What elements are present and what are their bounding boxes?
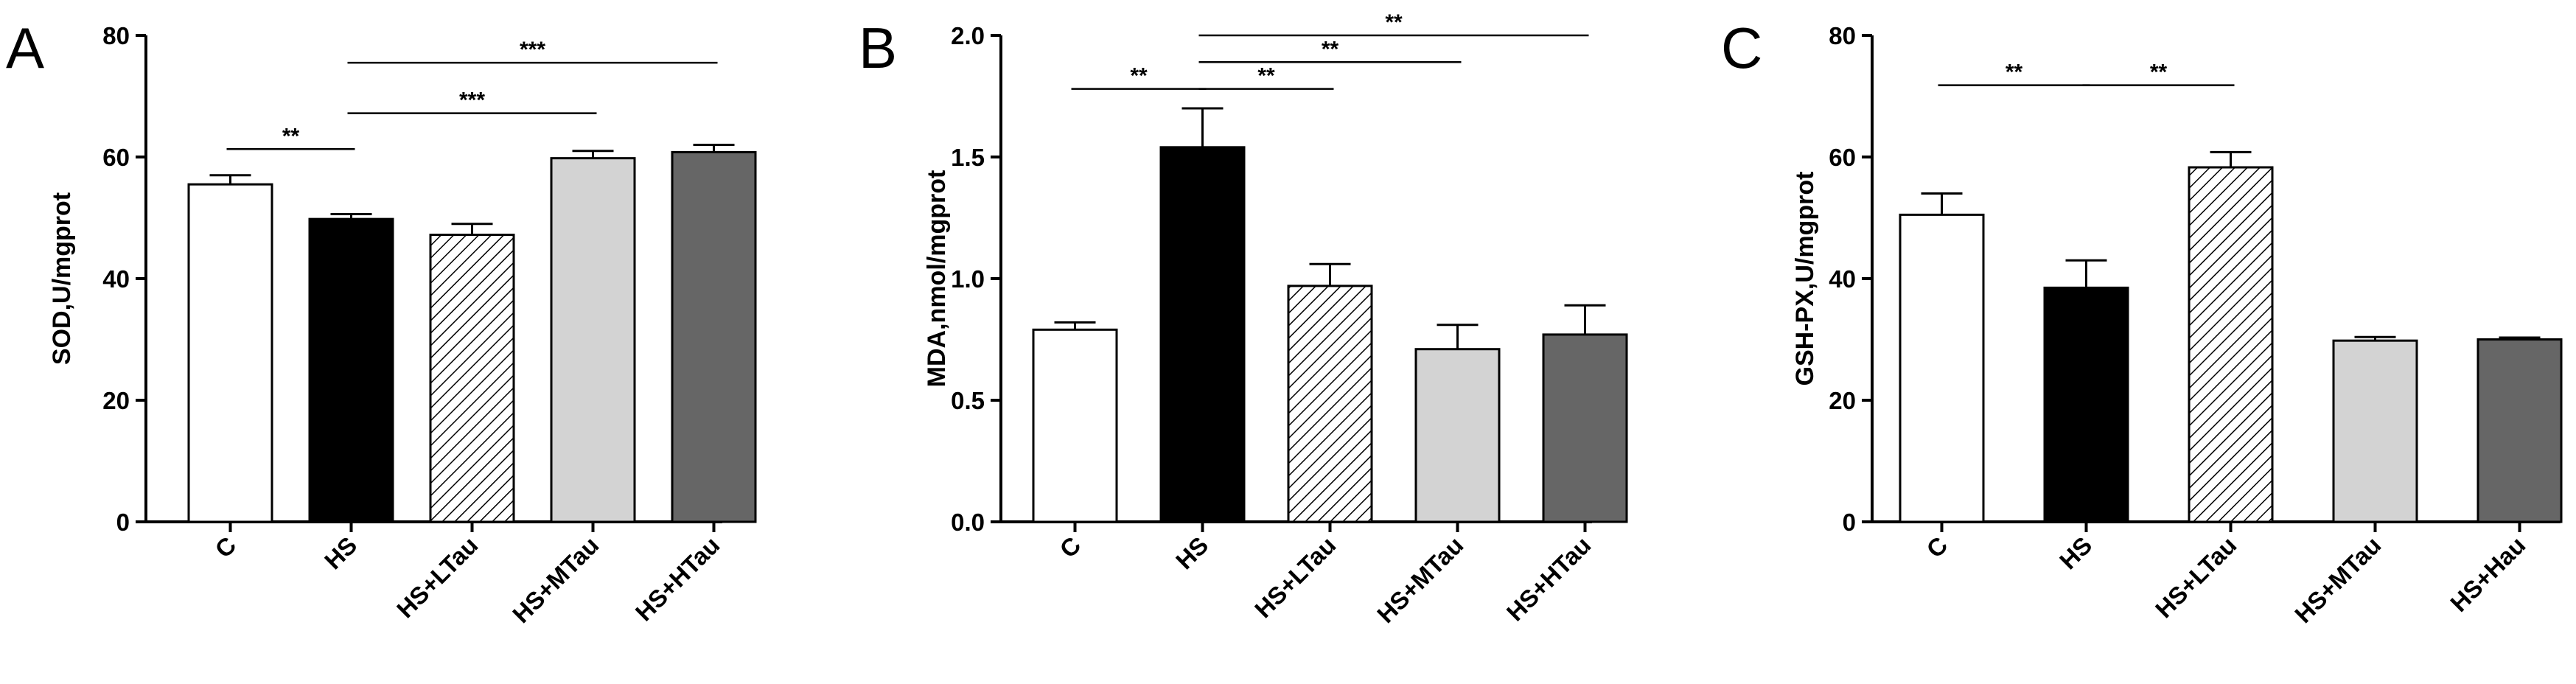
x-category-label: C — [1921, 531, 1952, 563]
y-tick-label: 0 — [116, 509, 130, 536]
significance-label: ** — [2150, 60, 2168, 85]
significance-label: ** — [1385, 10, 1403, 35]
x-category-label: HS — [2054, 531, 2098, 575]
bar-c — [1899, 213, 1985, 523]
bar-c — [187, 183, 273, 523]
x-category-label: HS+Hau — [2445, 531, 2530, 617]
y-tick-label: 60 — [102, 144, 130, 171]
y-tick-label: 40 — [102, 265, 130, 293]
y-tick-label: 20 — [1829, 387, 1856, 414]
panel-letter: C — [1721, 15, 1762, 80]
significance-label: ** — [1322, 37, 1339, 61]
bar-hs — [308, 217, 394, 523]
bar-hs-mtau — [1414, 348, 1501, 523]
panel-letter: B — [859, 15, 897, 80]
significance-label: ** — [282, 124, 300, 148]
x-category-label: HS+LTau — [2150, 531, 2241, 623]
bar-hs-htau — [671, 150, 757, 523]
x-category-label: HS+LTau — [391, 531, 483, 623]
panel-letter: A — [6, 15, 44, 80]
x-category-label: HS+MTau — [1372, 531, 1468, 628]
y-axis-title: MDA,nmol/mgprot — [923, 170, 951, 388]
x-category-label: HS+MTau — [507, 531, 604, 628]
y-tick-label: 2.0 — [951, 22, 985, 49]
y-axis-title: SOD,U/mgprot — [48, 192, 76, 365]
bar-hs — [2043, 286, 2129, 523]
bar-hs-mtau — [550, 157, 636, 523]
chart-panel-c: C GSH-PX,U/mgprot 0 20 40 60 80 C HS HS+LTau HS+MT… — [1721, 15, 2563, 628]
significance-label: *** — [459, 88, 485, 113]
bar-hs-hau — [2476, 338, 2563, 523]
y-tick-label: 1.5 — [951, 144, 985, 171]
y-tick-label: 0 — [1843, 509, 1856, 536]
x-category-label: HS — [319, 531, 363, 575]
significance-label: ** — [1257, 64, 1275, 88]
y-tick-label: 80 — [1829, 22, 1856, 49]
bar-c — [1032, 328, 1118, 523]
x-category-label: C — [1054, 531, 1086, 563]
bar-hs-htau — [1542, 333, 1628, 523]
bar-hs — [1159, 146, 1246, 523]
y-tick-label: 0.0 — [951, 509, 985, 536]
bar-hs-mtau — [2332, 339, 2418, 523]
y-tick-label: 80 — [102, 22, 130, 49]
x-category-label: HS+MTau — [2289, 531, 2386, 628]
x-category-label: C — [209, 531, 241, 563]
y-axis-title: GSH-PX,U/mgprot — [1791, 172, 1819, 386]
y-tick-label: 0.5 — [951, 387, 985, 414]
significance-label: ** — [1130, 64, 1148, 88]
bar-hs-ltau — [429, 234, 515, 523]
y-tick-label: 20 — [102, 387, 130, 414]
x-category-label: HS+LTau — [1249, 531, 1341, 623]
y-tick-label: 40 — [1829, 265, 1856, 293]
y-tick-label: 60 — [1829, 144, 1856, 171]
x-category-label: HS+HTau — [1501, 531, 1596, 627]
y-tick-label: 1.0 — [951, 265, 985, 293]
x-category-label: HS+HTau — [630, 531, 725, 627]
chart-panel-a: A SOD,U/mgprot 0 20 40 60 80 C HS HS+LTau HS+MTau H… — [6, 15, 757, 628]
significance-label: *** — [520, 38, 545, 62]
bar-hs-ltau — [1287, 285, 1373, 523]
chart-panel-b: B MDA,nmol/mgprot 0.0 0.5 1.0 1.5 2.0 C HS HS+LTa… — [859, 10, 1628, 628]
significance-label: ** — [2006, 60, 2023, 85]
bar-hs-ltau — [2188, 166, 2274, 523]
x-category-label: HS — [1170, 531, 1214, 575]
